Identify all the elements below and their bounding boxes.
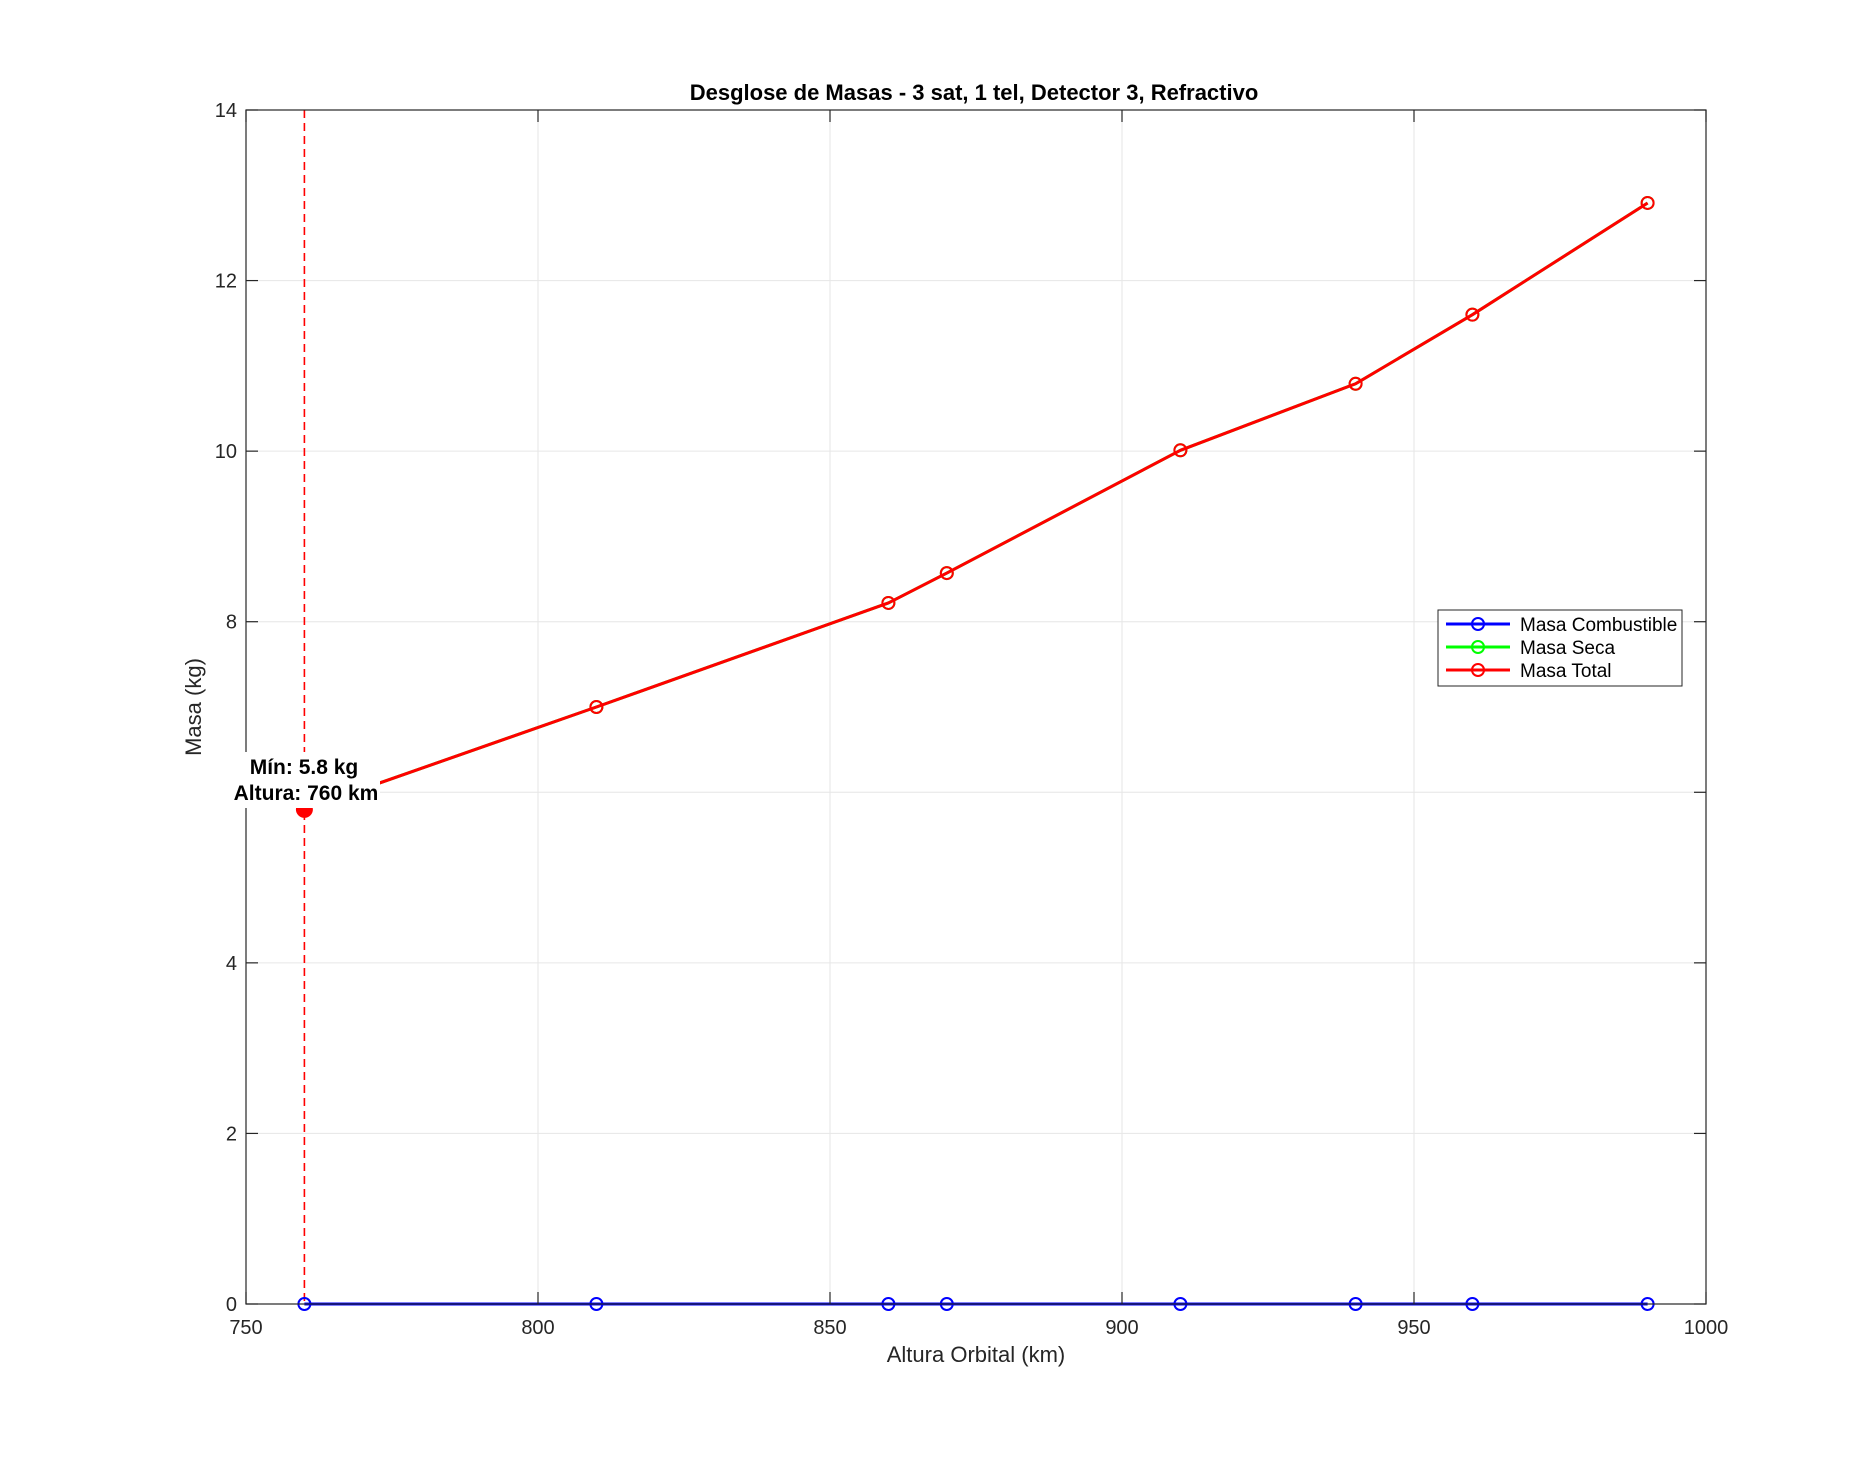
legend-label: Masa Total [1520,661,1612,682]
y-axis-label: Masa (kg) [181,658,206,756]
series-line-masa-total [303,201,1649,811]
chart-title: Desglose de Masas - 3 sat, 1 tel, Detect… [690,80,1259,105]
y-tick-label: 4 [226,953,237,975]
legend-label: Masa Combustible [1520,615,1677,636]
x-tick-label: 950 [1397,1317,1430,1339]
legend-item-masa-seca[interactable]: Masa Seca [1446,638,1615,659]
legend-item-masa-total[interactable]: Masa Total [1446,661,1612,682]
x-tick-label: 900 [1105,1317,1138,1339]
legend-item-masa-combustible[interactable]: Masa Combustible [1446,615,1677,636]
y-tick-label: 0 [226,1294,237,1316]
min-annotation: Mín: 5.8 kg Altura: 760 km [232,752,380,808]
y-tick-label: 12 [215,271,237,293]
plot-area: 750 800 850 900 950 1000 0 2 4 8 10 12 14 [215,100,1729,1339]
axis-ticks: 750 800 850 900 950 1000 0 2 4 8 10 12 14 [215,100,1729,1339]
y-tick-label: 10 [215,441,237,463]
x-tick-label: 1000 [1684,1317,1729,1339]
legend-swatch-marker [1471,617,1485,631]
legend-swatch-marker [1471,663,1485,677]
data-point-masa-total [1173,443,1188,458]
data-point-masa-total [1640,195,1655,210]
x-tick-label: 850 [813,1317,846,1339]
legend-label: Masa Seca [1520,638,1615,659]
x-tick-label: 750 [229,1317,262,1339]
data-point-masa-total [1465,307,1480,322]
series-masa-total [297,195,1655,817]
data-point-masa-total [589,700,604,714]
x-tick-label: 800 [521,1317,554,1339]
y-tick-label: 8 [226,612,237,634]
x-axis-label: Altura Orbital (km) [887,1342,1065,1367]
axes-box [245,109,1707,1305]
annotation-background [232,752,380,808]
data-point-masa-total [881,595,896,610]
data-point-masa-total [1348,376,1363,391]
annotation-min-mass: Mín: 5.8 kg [250,756,359,779]
legend-swatch-marker [1471,640,1485,654]
y-tick-label: 14 [215,100,237,122]
annotation-min-altitude: Altura: 760 km [234,782,379,805]
data-point-masa-total [939,566,954,581]
plot-background [246,110,1706,1304]
y-tick-label: 2 [226,1123,237,1145]
